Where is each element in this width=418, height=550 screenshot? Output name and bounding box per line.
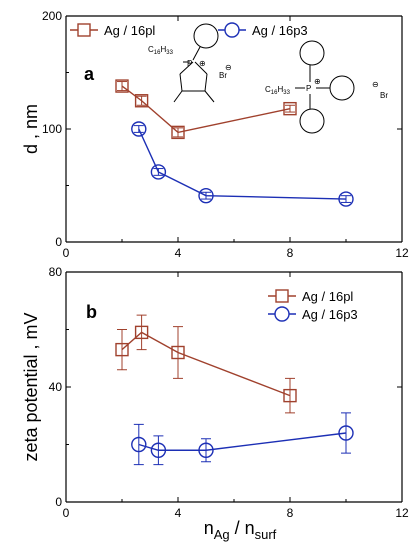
structure-16pl-bond: [204, 73, 208, 92]
y-tick-label: 80: [49, 265, 63, 279]
data-point: [131, 121, 147, 137]
panel-a-series: [115, 79, 354, 207]
structure-16p3-anion-charge: ⊖: [372, 80, 379, 89]
series-line: [121, 331, 291, 397]
x-tick-label: 12: [395, 506, 409, 520]
structure-16pl-anion-charge: ⊖: [225, 63, 232, 72]
structure-16pl-methyl: [204, 90, 215, 103]
legend-marker: [224, 22, 240, 38]
series-line: [138, 432, 347, 451]
structure-16p3-phenyl-ring: [299, 40, 325, 66]
data-point: [115, 342, 129, 357]
y-tick-label: 100: [42, 122, 62, 136]
x-tick-label: 0: [63, 246, 70, 260]
x-tick-label: 12: [395, 246, 409, 260]
structure-16p3-p: P: [306, 84, 311, 93]
panel-a-legend: Ag / 16pl Ag / 16p3: [70, 22, 308, 38]
x-tick-label: 8: [287, 506, 294, 520]
data-point: [171, 125, 185, 140]
panel-a-y-axis-label: d , nm: [21, 104, 41, 154]
panel-b-ticks: 0 4 8 12 0 40 80: [49, 265, 409, 520]
structure-16p3: P ⊕ C16H33 Br ⊖: [265, 40, 388, 134]
structure-16p3-phenyl-ring: [329, 75, 355, 101]
data-point: [198, 442, 214, 458]
panel-b-label: b: [86, 302, 97, 322]
data-point: [338, 191, 354, 207]
panel-a-ticks: 0 4 8 12 0 100 200: [42, 9, 409, 260]
structure-16pl-phenyl-ring: [193, 23, 219, 49]
panel-b-x-axis-label: nAg / nsurf: [204, 518, 277, 542]
data-point: [115, 79, 129, 93]
legend-label: Ag / 16pl: [302, 289, 353, 304]
structure-16pl-p: P: [187, 59, 192, 68]
structure-16p3-phenyl-ring: [299, 108, 325, 134]
structure-16pl-chain: C16H33: [148, 45, 174, 56]
data-point: [283, 388, 297, 403]
y-tick-label: 0: [55, 495, 62, 509]
structure-16pl-bond: [194, 61, 208, 75]
structure-16pl-bond: [192, 46, 201, 61]
structure-16p3-chain: C16H33: [265, 85, 291, 96]
data-point: [134, 325, 149, 340]
legend-marker: [274, 306, 290, 322]
x-tick-label: 4: [175, 506, 182, 520]
data-point: [198, 187, 214, 204]
series-line: [138, 128, 347, 200]
series-line: [121, 85, 291, 134]
structure-16pl: P ⊕ C16H33 Br ⊖: [148, 23, 232, 103]
y-tick-label: 200: [42, 9, 62, 23]
legend-label: Ag / 16pl: [104, 23, 155, 38]
data-point: [338, 425, 354, 441]
panel-b-legend: Ag / 16pl Ag / 16p3: [268, 289, 358, 322]
structure-16pl-bond: [179, 61, 194, 75]
panel-b-y-axis-label: zeta potential , mV: [21, 312, 41, 461]
structure-16pl-bond: [179, 73, 183, 92]
data-point: [171, 345, 185, 360]
y-tick-label: 40: [49, 380, 63, 394]
data-point: [150, 442, 167, 458]
data-point: [150, 164, 167, 180]
data-point: [283, 101, 297, 116]
structure-16pl-charge: ⊕: [199, 59, 206, 68]
structure-16pl-anion: Br: [219, 71, 227, 80]
structure-16pl-methyl: [173, 90, 183, 103]
structure-16p3-charge: ⊕: [314, 77, 321, 86]
panel-a-label: a: [84, 64, 95, 84]
data-point: [131, 436, 147, 453]
y-tick-label: 0: [55, 235, 62, 249]
data-point: [134, 94, 149, 108]
panel-a: 0 4 8 12 0 100 200 a d , nm Ag / 16pl Ag / 16p3…: [21, 9, 409, 260]
x-tick-label: 4: [175, 246, 182, 260]
panel-b-series: [115, 314, 354, 466]
legend-label: Ag / 16p3: [252, 23, 308, 38]
x-tick-label: 0: [63, 506, 70, 520]
structure-16p3-anion: Br: [380, 91, 388, 100]
legend-marker: [275, 289, 289, 303]
legend-label: Ag / 16p3: [302, 307, 358, 322]
panel-b: 0 4 8 12 0 40 80 b zeta potential , mV nAg / n…: [21, 265, 409, 542]
x-tick-label: 8: [287, 246, 294, 260]
legend-marker: [77, 23, 91, 37]
